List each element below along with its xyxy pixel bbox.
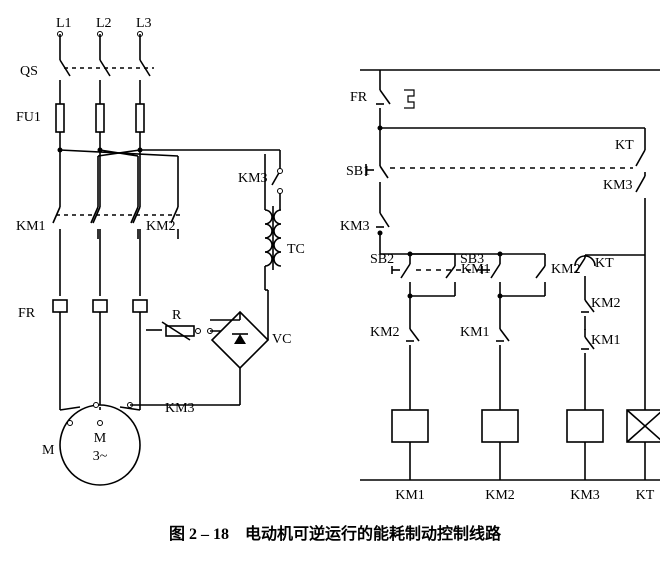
svg-text:QS: QS [20,64,38,79]
svg-text:KM1: KM1 [16,219,46,234]
svg-text:KM1: KM1 [460,325,490,340]
svg-text:L1: L1 [56,16,72,31]
svg-text:FU1: FU1 [16,110,41,125]
svg-text:VC: VC [272,332,291,347]
svg-text:SB2: SB2 [370,252,394,267]
svg-text:FR: FR [350,90,368,105]
figure-title: 电动机可逆运行的能耗制动控制线路 [245,526,501,543]
svg-text:TC: TC [287,242,305,257]
svg-text:KM2: KM2 [551,262,581,277]
svg-text:KM3: KM3 [238,171,268,186]
svg-text:M: M [94,431,107,446]
svg-text:KM2: KM2 [370,325,400,340]
svg-text:L2: L2 [96,16,112,31]
svg-text:KT: KT [615,138,634,153]
svg-text:FR: FR [18,306,36,321]
svg-text:KM3: KM3 [165,401,195,416]
svg-text:KM3: KM3 [340,219,370,234]
figure-number: 图 2 – 18 [169,526,229,543]
svg-text:KT: KT [636,488,655,503]
svg-text:3~: 3~ [93,449,108,464]
svg-text:KM2: KM2 [591,296,621,311]
svg-text:KM1: KM1 [591,333,621,348]
svg-text:KM2: KM2 [485,488,515,503]
svg-text:KM3: KM3 [603,178,633,193]
svg-text:R: R [172,308,182,323]
svg-text:KT: KT [595,256,614,271]
svg-text:SB3: SB3 [460,252,484,267]
svg-text:KM3: KM3 [570,488,600,503]
svg-text:L3: L3 [136,16,152,31]
svg-text:KM1: KM1 [395,488,425,503]
svg-text:M: M [42,443,55,458]
